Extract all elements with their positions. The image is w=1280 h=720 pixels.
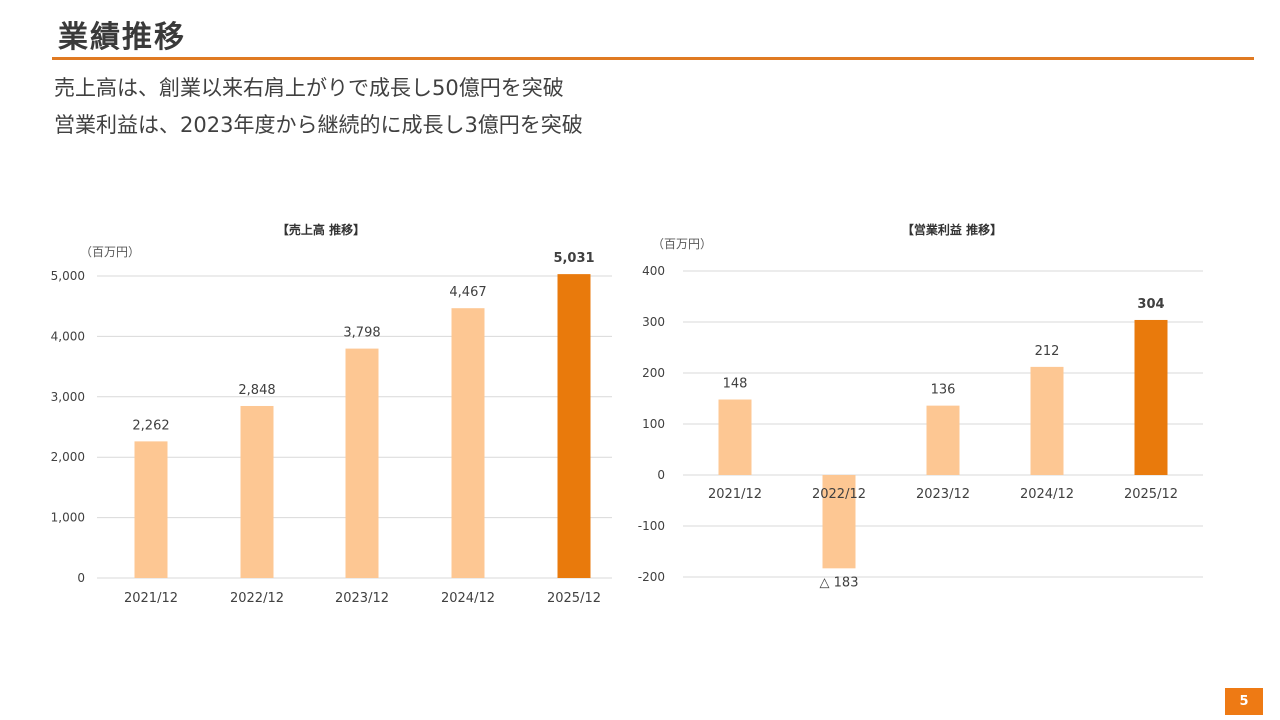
x-tick-label: 2021/12 bbox=[708, 487, 762, 502]
data-label: 136 bbox=[931, 383, 956, 398]
bar bbox=[926, 405, 960, 475]
y-tick-label: 0 bbox=[657, 468, 665, 482]
bar bbox=[822, 475, 856, 569]
title-divider bbox=[52, 57, 1254, 60]
x-tick-label: 2023/12 bbox=[916, 487, 970, 502]
summary-line-profit: 営業利益は、2023年度から継続的に成長し3億円を突破 bbox=[54, 113, 583, 137]
y-tick-label: 100 bbox=[642, 417, 665, 431]
data-label: △ 183 bbox=[820, 575, 859, 590]
y-tick-label: 200 bbox=[642, 366, 665, 380]
bar bbox=[345, 348, 379, 578]
data-label: 3,798 bbox=[343, 326, 380, 341]
x-tick-label: 2025/12 bbox=[1124, 487, 1178, 502]
bar bbox=[557, 274, 591, 578]
bar bbox=[1030, 366, 1064, 475]
y-tick-label: 5,000 bbox=[51, 269, 85, 283]
data-label: 5,031 bbox=[553, 251, 594, 266]
data-label: 2,262 bbox=[132, 418, 169, 433]
bar bbox=[240, 405, 274, 578]
bar bbox=[134, 441, 168, 578]
y-tick-label: -100 bbox=[638, 519, 665, 533]
y-tick-label: 3,000 bbox=[51, 390, 85, 404]
y-tick-label: 400 bbox=[642, 264, 665, 278]
x-tick-label: 2021/12 bbox=[124, 591, 178, 606]
y-tick-label: 2,000 bbox=[51, 450, 85, 464]
bar bbox=[718, 399, 752, 475]
y-tick-label: -200 bbox=[638, 570, 665, 584]
data-label: 304 bbox=[1137, 297, 1164, 312]
slide-title: 業績推移 bbox=[58, 20, 186, 55]
y-tick-label: 4,000 bbox=[51, 329, 85, 343]
x-tick-label: 2023/12 bbox=[335, 591, 389, 606]
summary-line-sales: 売上高は、創業以来右肩上がりで成長し50億円を突破 bbox=[54, 76, 564, 100]
bar bbox=[451, 308, 485, 578]
chart-title: 【営業利益 推移】 bbox=[902, 222, 1002, 237]
bar bbox=[1134, 319, 1168, 475]
page-number: 5 bbox=[1225, 688, 1263, 715]
x-tick-label: 2022/12 bbox=[230, 591, 284, 606]
y-tick-label: 0 bbox=[77, 571, 85, 585]
chart-title: 【売上高 推移】 bbox=[277, 222, 365, 237]
x-tick-label: 2024/12 bbox=[1020, 487, 1074, 502]
data-label: 212 bbox=[1035, 344, 1060, 359]
unit-label: （百万円） bbox=[80, 245, 140, 259]
data-label: 4,467 bbox=[449, 285, 486, 300]
y-tick-label: 300 bbox=[642, 315, 665, 329]
unit-label: （百万円） bbox=[652, 237, 712, 251]
x-tick-label: 2025/12 bbox=[547, 591, 601, 606]
x-tick-label: 2022/12 bbox=[812, 487, 866, 502]
x-tick-label: 2024/12 bbox=[441, 591, 495, 606]
data-label: 148 bbox=[723, 377, 748, 392]
y-tick-label: 1,000 bbox=[51, 511, 85, 525]
data-label: 2,848 bbox=[238, 383, 275, 398]
